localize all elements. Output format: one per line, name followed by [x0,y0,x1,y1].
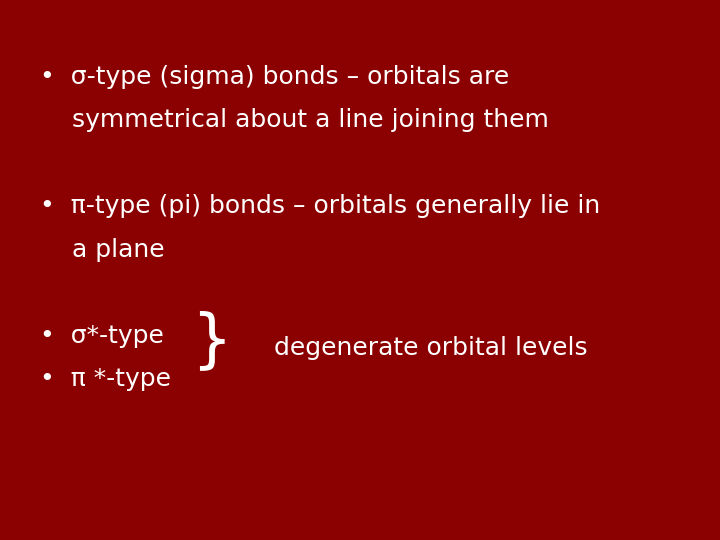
Text: •  π *-type: • π *-type [40,367,171,391]
Text: •  σ-type (sigma) bonds – orbitals are: • σ-type (sigma) bonds – orbitals are [40,65,509,89]
Text: •  σ*-type: • σ*-type [40,324,163,348]
Text: a plane: a plane [40,238,164,261]
Text: •  π-type (pi) bonds – orbitals generally lie in: • π-type (pi) bonds – orbitals generally… [40,194,600,218]
Text: degenerate orbital levels: degenerate orbital levels [274,336,588,360]
Text: symmetrical about a line joining them: symmetrical about a line joining them [40,108,549,132]
Text: }: } [191,310,231,373]
